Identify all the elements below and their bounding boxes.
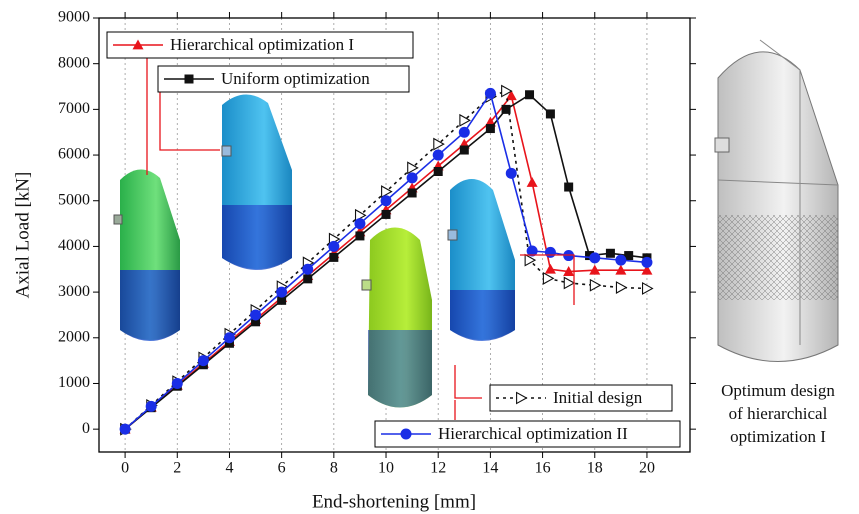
- x-axis-label: End-shortening [mm]: [312, 491, 476, 512]
- marker: [525, 90, 534, 99]
- marker: [329, 253, 338, 262]
- x-tick-label: 10: [378, 460, 394, 477]
- marker: [543, 273, 553, 284]
- marker: [527, 177, 538, 187]
- marker: [643, 283, 653, 294]
- legend-marker: [185, 75, 194, 84]
- marker: [355, 231, 364, 240]
- x-tick-label: 14: [482, 460, 498, 477]
- marker: [606, 249, 615, 258]
- legend-item: Hierarchical optimization I: [107, 32, 413, 58]
- legend-label: Initial design: [553, 388, 643, 407]
- marker: [589, 252, 600, 263]
- y-tick-label: 6000: [58, 146, 90, 163]
- marker: [615, 255, 626, 266]
- marker: [545, 264, 556, 274]
- marker: [276, 287, 287, 298]
- legend-marker: [401, 429, 412, 440]
- y-axis-label: Axial Load [kN]: [12, 172, 33, 299]
- legend-item: Uniform optimization: [158, 66, 409, 92]
- x-tick-label: 6: [278, 460, 286, 477]
- legend-item: Initial design: [490, 385, 672, 411]
- x-tick-label: 4: [225, 460, 233, 477]
- legend-label: Hierarchical optimization I: [170, 35, 354, 54]
- marker: [172, 378, 183, 389]
- marker: [564, 183, 573, 192]
- model-illustrations: [114, 40, 838, 420]
- y-tick-label: 1000: [58, 374, 90, 391]
- marker: [546, 109, 555, 118]
- marker: [433, 150, 444, 161]
- caption-line: Optimum design: [721, 381, 835, 400]
- y-tick-label: 0: [82, 420, 90, 437]
- marker: [224, 332, 235, 343]
- caption-line: of hierarchical: [729, 404, 828, 423]
- x-tick-label: 8: [330, 460, 338, 477]
- y-tick-label: 9000: [58, 9, 90, 26]
- marker: [641, 257, 652, 268]
- x-tick-label: 16: [535, 460, 551, 477]
- marker: [146, 401, 157, 412]
- legend-label: Uniform optimization: [221, 69, 370, 88]
- marker: [460, 146, 469, 155]
- legend-label: Hierarchical optimization II: [438, 424, 628, 443]
- y-tick-label: 5000: [58, 191, 90, 208]
- marker: [434, 167, 443, 176]
- x-tick-label: 18: [587, 460, 603, 477]
- marker: [459, 127, 470, 138]
- marker: [303, 274, 312, 283]
- marker: [545, 247, 556, 258]
- y-tick-label: 7000: [58, 100, 90, 117]
- marker: [616, 282, 626, 293]
- marker: [198, 355, 209, 366]
- marker: [382, 210, 391, 219]
- marker: [485, 88, 496, 99]
- marker: [381, 195, 392, 206]
- x-tick-label: 20: [639, 460, 655, 477]
- marker: [486, 124, 495, 133]
- x-tick-label: 2: [173, 460, 181, 477]
- x-tick-label: 0: [121, 460, 129, 477]
- marker: [354, 218, 365, 229]
- y-tick-label: 8000: [58, 54, 90, 71]
- caption-line: optimization I: [730, 427, 826, 446]
- marker: [328, 241, 339, 252]
- y-tick-label: 3000: [58, 283, 90, 300]
- marker: [250, 309, 261, 320]
- x-tick-label: 12: [430, 460, 446, 477]
- marker: [407, 172, 418, 183]
- marker: [302, 264, 313, 275]
- legend-item: Hierarchical optimization II: [375, 421, 680, 447]
- marker: [590, 280, 600, 291]
- marker: [564, 277, 574, 288]
- chart: 0 2 4 6 8 10 12 14 16 18 20 0 1000 2000 3000 4000 5000 60…: [0, 0, 859, 514]
- marker: [506, 168, 517, 179]
- y-tick-label: 4000: [58, 237, 90, 254]
- marker: [120, 424, 131, 435]
- marker: [408, 188, 417, 197]
- y-tick-label: 2000: [58, 328, 90, 345]
